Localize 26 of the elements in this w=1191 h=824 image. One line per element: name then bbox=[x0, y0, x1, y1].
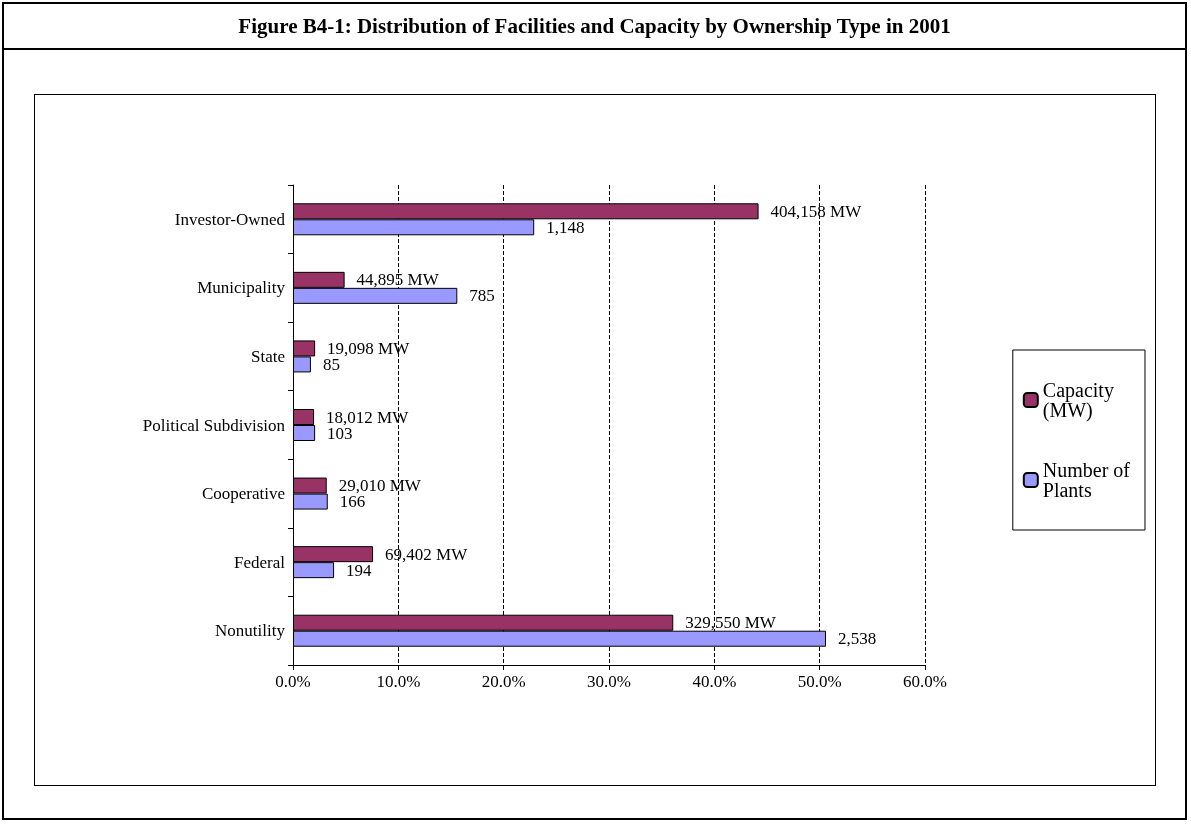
x-tick-label: 0.0% bbox=[275, 672, 311, 691]
annotation: 44,895 MW bbox=[356, 270, 440, 290]
x-tick-label: 30.0% bbox=[587, 672, 631, 691]
x-tick-label: 20.0% bbox=[481, 672, 526, 691]
y-tick-label: Political Subdivision bbox=[142, 415, 286, 435]
legend-label: Capacity (MW) bbox=[1042, 379, 1119, 422]
annotation: 404,158 MW bbox=[770, 201, 863, 221]
x-tick-label: 60.0% bbox=[903, 672, 947, 691]
x-tick-label: 10.0% bbox=[376, 672, 421, 691]
annotation: 69,402 MW bbox=[385, 544, 469, 564]
x-tick-label: 50.0% bbox=[797, 672, 842, 691]
y-tick-label: Federal bbox=[234, 552, 286, 572]
y-tick-label: State bbox=[251, 346, 285, 366]
y-tick-label: Municipality bbox=[197, 278, 286, 298]
annotation: 1,148 bbox=[546, 217, 585, 237]
annotation: 2,538 bbox=[837, 629, 877, 649]
annotation: 18,012 MW bbox=[326, 407, 410, 427]
y-tick-label: Cooperative bbox=[201, 484, 285, 504]
x-tick-label: 40.0% bbox=[692, 672, 737, 691]
chart-title: Figure B4-1: Distribution of Facilities and Capacity by Ownership Type in 2001 bbox=[4, 4, 1185, 50]
y-tick-label: Nonutility bbox=[215, 621, 286, 641]
legend-label: Number of Plants bbox=[1042, 459, 1136, 501]
y-tick-label: Investor-Owned bbox=[174, 209, 286, 229]
annotation: 194 bbox=[346, 560, 373, 580]
annotation: 329,550 MW bbox=[685, 613, 777, 633]
annotation: 785 bbox=[469, 286, 495, 306]
